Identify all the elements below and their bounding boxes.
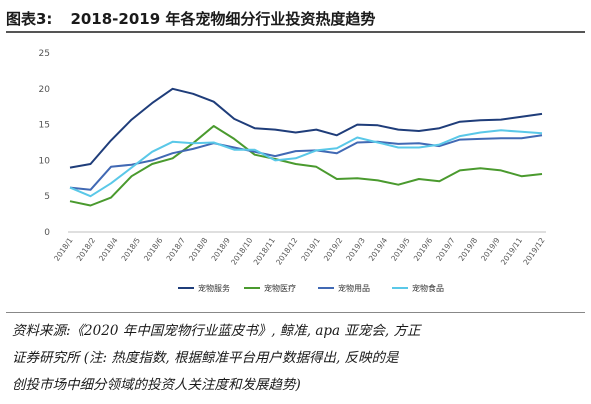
series-line	[69, 134, 543, 191]
x-tick-label: 2019/1	[299, 236, 322, 263]
chart-legend: 宠物服务 宠物医疗 宠物用品 宠物食品	[178, 283, 444, 293]
figure-label: 图表3:	[6, 9, 53, 28]
y-tick-label: 15	[39, 121, 50, 131]
chart-axes: 0 5 10 15 20 25	[39, 49, 546, 238]
x-tick-label: 2018/8	[187, 236, 210, 263]
y-tick-label: 5	[44, 192, 50, 202]
figure-title: 2018-2019 年各宠物细分行业投资热度趋势	[70, 9, 376, 28]
x-tick-label: 2019/4	[367, 236, 390, 263]
y-tick-label: 25	[39, 49, 50, 59]
chart-series	[69, 87, 543, 207]
y-tick-label: 0	[44, 228, 50, 238]
x-tick-label: 2019/5	[389, 236, 412, 263]
source-line-3: 创投市场中细分领域的投资人关注度和发展趋势)	[12, 377, 301, 393]
series-line	[69, 125, 543, 207]
x-tick-label: 2019/9	[479, 236, 502, 263]
x-tick-label: 2019/12	[521, 236, 546, 267]
x-tick-label: 2018/4	[97, 236, 120, 263]
x-tick-label: 2018/6	[142, 236, 165, 263]
legend-label: 宠物服务	[198, 283, 230, 293]
x-tick-label: 2018/5	[120, 236, 143, 263]
legend-label: 宠物用品	[338, 283, 370, 293]
series-line	[69, 87, 543, 169]
x-tick-label: 2018/2	[75, 236, 98, 263]
source-line-1: 资料来源:《2020 年中国宠物行业蓝皮书》, 鲸准, apa 亚宠会, 方正	[12, 323, 421, 339]
x-tick-label: 2019/3	[344, 236, 367, 263]
legend-label: 宠物医疗	[264, 283, 296, 293]
figure-title-bar: 图表3: 2018-2019 年各宠物细分行业投资热度趋势	[6, 6, 585, 30]
source-note: 资料来源:《2020 年中国宠物行业蓝皮书》, 鲸准, apa 亚宠会, 方正 …	[12, 318, 582, 399]
x-tick-label: 2018/12	[274, 236, 299, 267]
y-tick-label: 20	[39, 85, 51, 95]
x-tick-label: 2018/9	[209, 236, 232, 263]
legend-label: 宠物食品	[412, 283, 444, 293]
source-divider	[6, 312, 585, 313]
x-axis-ticks: 2018/1 2018/2 2018/4 2018/5 2018/6 2018/7 2018…	[52, 236, 547, 267]
source-line-2: 证券研究所 (注: 热度指数, 根据鲸准平台用户数据得出, 反映的是	[12, 350, 399, 366]
x-tick-label: 2019/8	[457, 236, 480, 263]
x-tick-label: 2018/1	[52, 236, 75, 263]
x-tick-label: 2018/7	[165, 236, 188, 263]
x-tick-label: 2019/7	[434, 236, 457, 263]
x-tick-label: 2019/6	[412, 236, 435, 263]
series-line	[69, 129, 543, 198]
x-tick-label: 2019/2	[322, 236, 345, 263]
y-tick-label: 10	[39, 156, 51, 166]
title-divider	[6, 31, 585, 33]
